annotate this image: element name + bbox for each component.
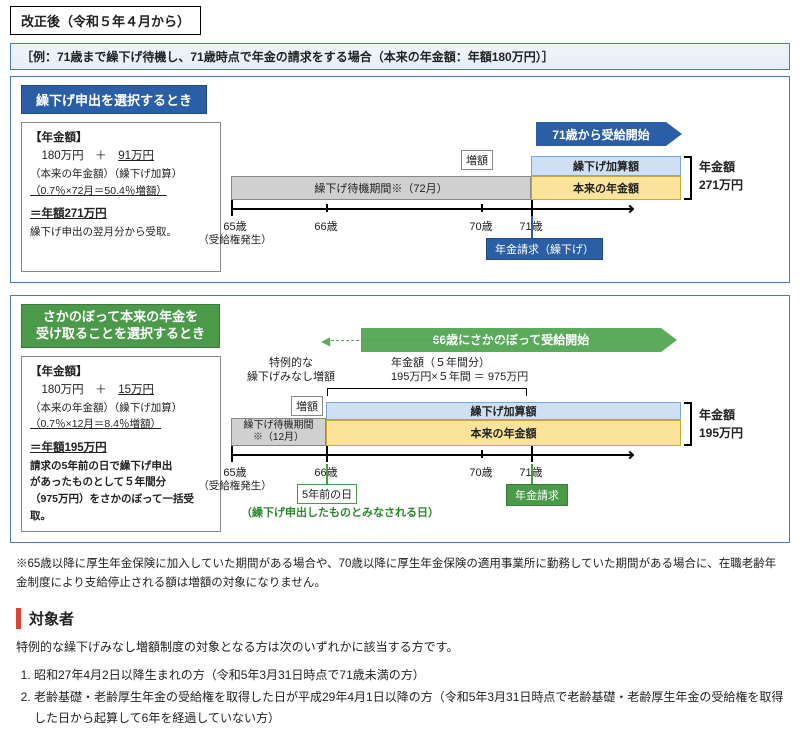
brace2 <box>684 402 692 446</box>
kasan-bar: 繰下げ加算額 <box>531 156 681 176</box>
calc2-line1: 180万円 ＋ 15万円 <box>30 381 212 399</box>
tick-70: 70歳 <box>469 218 492 234</box>
calc2-note1: 請求の5年前の日で繰下げ申出 <box>30 458 212 475</box>
calc-note: 繰下げ申出の翌月分から受取。 <box>30 224 212 241</box>
calc2-label: 【年金額】 <box>30 363 212 381</box>
panel-retroactive-choice: さかのぼって本来の年金を受け取ることを選択するとき 【年金額】 180万円 ＋ … <box>10 295 790 543</box>
sum2-l1: 年金額 <box>699 406 735 423</box>
five-before-box: 5年前の日 <box>297 484 357 504</box>
start-banner-71: 71歳から受給開始 <box>536 122 666 146</box>
panel1-timeline: 71歳から受給開始 繰下げ待機期間※（72月） 増額 繰下げ加算額 本来の年金額… <box>231 122 779 272</box>
example-banner: ［例：71歳まで繰下げ待機し、71歳時点で年金の請求をする場合（本来の年金額：年… <box>10 43 790 70</box>
tick2-70: 70歳 <box>469 464 492 480</box>
calc-result: ＝年額271万円 <box>30 205 212 223</box>
tick-66: 66歳 <box>314 218 337 234</box>
panel2-timeline: 66歳にさかのぼって受給開始 特例的な繰下げみなし増額 年金額（５年間分）195… <box>231 356 779 531</box>
claim-box-2: 年金請求 <box>506 484 568 506</box>
section-target-title: 対象者 <box>16 608 784 629</box>
tick-65-sub: （受給権発生） <box>198 232 272 247</box>
panel-deferral-choice: 繰下げ申出を選択するとき 【年金額】 180万円 ＋ 91万円 （本来の年金額）… <box>10 76 790 283</box>
header-revision-box: 改正後（令和５年４月から） <box>10 6 201 35</box>
list-item: 昭和27年4月2日以降生まれの方（令和5年3月31日時点で71歳未満の方） <box>34 665 784 687</box>
calc-label: 【年金額】 <box>30 129 212 147</box>
calc2-note3: （975万円）をさかのぼって一括受取。 <box>30 491 212 525</box>
sum2-l2: 195万円 <box>699 424 743 441</box>
sum1-l1: 年金額 <box>699 158 735 175</box>
calc2-line3: （0.7％×12月＝8.4％増額） <box>30 416 212 433</box>
calc2-result: ＝年額195万円 <box>30 439 212 457</box>
target-list: 昭和27年4月2日以降生まれの方（令和5年3月31日時点で71歳未満の方） 老齢… <box>34 665 784 730</box>
claim-box-1: 年金請求（繰下げ） <box>486 238 603 260</box>
tick2-65-sub: （受給権発生） <box>198 478 272 493</box>
tokurei-label: 特例的な繰下げみなし増額 <box>231 356 351 385</box>
calc2-note2: があったものとして５年間分 <box>30 474 212 491</box>
calc2-line2: （本来の年金額）（繰下げ加算） <box>30 400 212 417</box>
zougaku-label: 増額 <box>461 150 493 170</box>
calc-line3: （0.7％×72月＝50.4％増額） <box>30 183 212 200</box>
section-lead: 特例的な繰下げみなし増額制度の対象となる方は次のいずれかに該当する方です。 <box>16 637 784 657</box>
calc-line1: 180万円 ＋ 91万円 <box>30 147 212 165</box>
list-item: 老齢基礎・老齢厚生年金の受給権を取得した日が平成29年4月1日以降の方（令和5年… <box>34 687 784 730</box>
panel1-calc-box: 【年金額】 180万円 ＋ 91万円 （本来の年金額）（繰下げ加算） （0.7％… <box>21 122 221 272</box>
axis1 <box>231 208 631 210</box>
brace1 <box>684 156 692 200</box>
minas-note: （繰下げ申出したものとみなされる日） <box>241 504 439 520</box>
panel2-calc-box: 【年金額】 180万円 ＋ 15万円 （本来の年金額）（繰下げ加算） （0.7％… <box>21 356 221 532</box>
zougaku2-label: 増額 <box>291 396 323 416</box>
footnote-text: ※65歳以降に厚生年金保険に加入していた期間がある場合や、70歳以降に厚生年金保… <box>16 555 784 594</box>
wait-period-bar: 繰下げ待機期間※（72月） <box>231 176 531 200</box>
honrai2-bar: 本来の年金額 <box>326 420 681 446</box>
kasan2-bar: 繰下げ加算額 <box>326 402 681 420</box>
sum1-l2: 271万円 <box>699 176 743 193</box>
wait-bar-12: 繰下げ待機期間※（12月） <box>231 418 326 446</box>
panel2-title: さかのぼって本来の年金を受け取ることを選択するとき <box>21 304 220 348</box>
five-year-amount: 年金額（５年間分）195万円×５年間 ＝ 975万円 <box>391 356 528 385</box>
honrai-bar: 本来の年金額 <box>531 176 681 200</box>
calc-line2: （本来の年金額）（繰下げ加算） <box>30 166 212 183</box>
axis2 <box>231 454 631 456</box>
panel1-title: 繰下げ申出を選択するとき <box>21 85 207 114</box>
